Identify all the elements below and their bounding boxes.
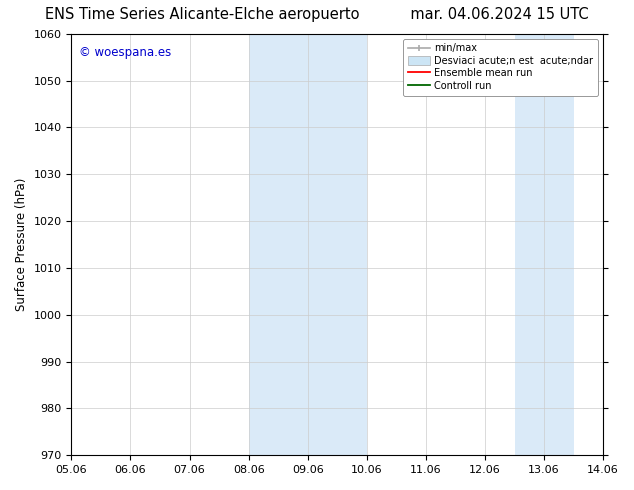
Text: ENS Time Series Alicante-Elche aeropuerto           mar. 04.06.2024 15 UTC: ENS Time Series Alicante-Elche aeropuert… xyxy=(45,7,589,23)
Bar xyxy=(249,34,367,455)
Legend: min/max, Desviaci acute;n est  acute;ndar, Ensemble mean run, Controll run: min/max, Desviaci acute;n est acute;ndar… xyxy=(403,39,598,96)
Bar xyxy=(515,34,574,455)
Y-axis label: Surface Pressure (hPa): Surface Pressure (hPa) xyxy=(15,178,28,311)
Text: © woespana.es: © woespana.es xyxy=(79,47,172,59)
